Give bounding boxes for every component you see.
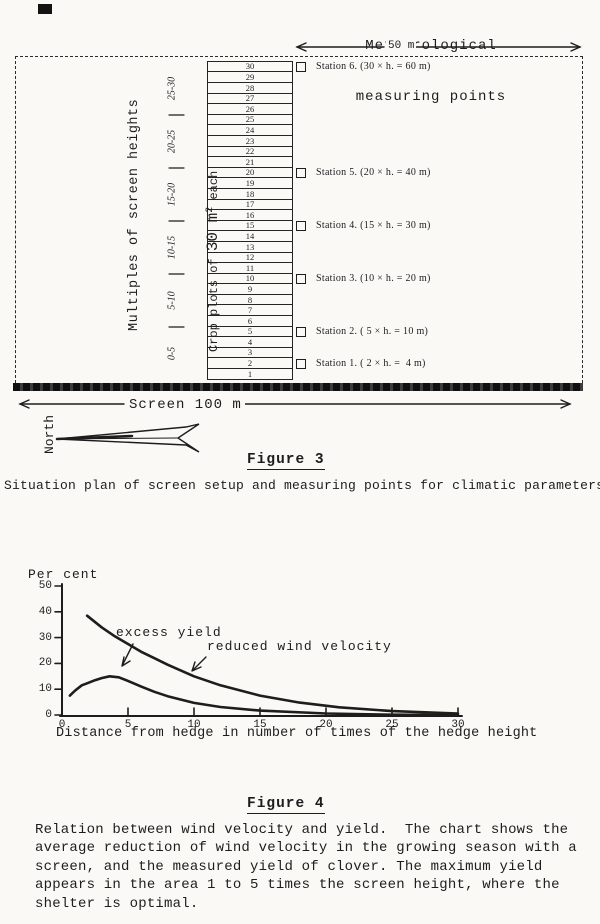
chart-x-axis-title: Distance from hedge in number of times o… (56, 726, 538, 741)
x-tick-30: 30 (451, 719, 465, 731)
x-tick-5: 5 (124, 719, 132, 731)
x-tick-0: 0 (58, 719, 66, 731)
screen-hedge-bar (13, 383, 583, 391)
crop-plot-1: 1 (207, 368, 293, 380)
station-marker-icon (296, 61, 306, 72)
figure4-label: Figure 4 (247, 796, 325, 814)
station-marker-icon (296, 167, 306, 178)
figure3-title-line1: Meteorological (365, 38, 497, 54)
y-tick-40: 40 (38, 605, 52, 618)
annotation-excess-yield: excess yield (116, 625, 222, 640)
station-marker-icon (296, 220, 306, 231)
crop-label-superscript: 2 (205, 206, 216, 213)
crop-label-value: 30 m (204, 212, 222, 252)
y-tick-30: 30 (38, 631, 52, 644)
left-axis-label: Multiples of screen heights (127, 98, 142, 331)
figure4-caption: Relation between wind velocity and yield… (35, 821, 577, 913)
station-label: Station 1. ( 2 × h. = 4 m) (316, 358, 426, 370)
y-tick-10: 10 (38, 683, 52, 696)
caption-line: appears in the area 1 to 5 times the scr… (35, 877, 560, 894)
station-label: Station 3. (10 × h. = 20 m) (316, 273, 431, 285)
y-tick-50: 50 (38, 580, 52, 592)
crop-label-suffix: each (207, 170, 221, 207)
x-tick-15: 15 (253, 719, 267, 731)
range-label-5-10: 5-10 (166, 290, 178, 310)
station-marker-icon (296, 326, 306, 337)
curve-excess-yield (68, 674, 460, 717)
range-label-15-20: 15-20 (166, 182, 178, 206)
y-tick-20: 20 (38, 657, 52, 670)
figure3-label: Figure 3 (247, 452, 325, 470)
station-label: Station 4. (15 × h. = 30 m) (316, 220, 431, 232)
top-distance-label: 50 m (386, 40, 417, 52)
figure3-caption: Situation plan of screen setup and measu… (4, 478, 600, 493)
y-tick-0: 0 (45, 709, 52, 721)
caption-line: Relation between wind velocity and yield… (35, 822, 569, 838)
figure3-title-line2: measuring points (355, 89, 507, 105)
arrowhead-left-icon (295, 42, 307, 52)
station-marker-icon (296, 358, 306, 369)
range-label-10-15: 10-15 (166, 235, 178, 259)
caption-line: screen, and the measured yield of clover… (35, 858, 543, 875)
scan-artifact-mark (38, 4, 52, 14)
station-label: Station 6. (30 × h. = 60 m) (316, 61, 431, 73)
x-tick-25: 25 (385, 719, 399, 731)
range-label-0-5: 0-5 (166, 346, 178, 360)
north-label: North (42, 414, 58, 455)
reduced-wind-arrow (191, 656, 207, 672)
crop-plots-label: Crop plots of 30 m2 each (204, 171, 222, 352)
chart-y-axis-title: Per cent (28, 567, 99, 582)
station-label: Station 2. ( 5 × h. = 10 m) (316, 326, 429, 338)
excess-yield-arrow (121, 643, 134, 667)
arrowhead-left-icon (18, 399, 30, 409)
station-label: Station 5. (20 × h. = 40 m) (316, 167, 431, 179)
station-marker-icon (296, 273, 306, 284)
crop-plot-column: 30 29 28 27 26 25 24 23 22 21 20 19 18 17 16 15 14 13 12 11… (207, 60, 293, 380)
annotation-reduced-wind-velocity: reduced wind velocity (207, 639, 392, 654)
range-label-20-25: 20-25 (166, 129, 178, 153)
arrowhead-right-icon (560, 399, 572, 409)
caption-line: average reduction of wind velocity in th… (35, 840, 577, 857)
caption-line: shelter is optimal. (35, 895, 199, 912)
crop-label-prefix: Crop plots of (207, 251, 221, 352)
range-label-25-30: 25-30 (166, 76, 178, 100)
x-tick-10: 10 (187, 719, 201, 731)
x-tick-20: 20 (319, 719, 333, 731)
arrowhead-right-icon (570, 42, 582, 52)
north-arrow-icon (55, 423, 200, 453)
screen-length-label: Screen 100 m (126, 397, 245, 413)
